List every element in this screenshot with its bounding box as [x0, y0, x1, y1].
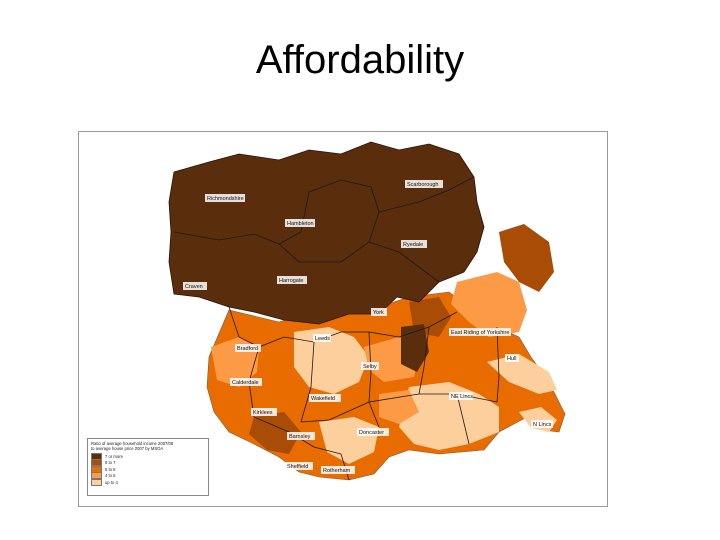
place-label: Wakefield	[311, 396, 335, 402]
place-label: Sheffield	[287, 464, 308, 470]
place-label: Leeds	[315, 336, 330, 342]
area-middark-coast	[499, 224, 554, 292]
place-label: Selby	[363, 364, 377, 370]
place-label: East Riding of Yorkshire	[451, 330, 509, 336]
legend-swatch	[91, 478, 102, 486]
area-middark-southwest	[249, 412, 301, 454]
place-label: Hambleton	[287, 221, 314, 227]
affordability-map: Scarborough Richmondshire Hambleton Ryed…	[78, 131, 608, 507]
legend-label: 7 or more	[105, 453, 123, 459]
map-legend: Ratio of average household income 2007/0…	[87, 438, 209, 496]
place-label: Ryedale	[403, 242, 423, 248]
place-label: Hull	[507, 356, 516, 362]
area-light-east-riding	[451, 272, 527, 337]
place-label: Harrogate	[279, 278, 303, 284]
legend-label: 6 to 7	[105, 460, 116, 466]
place-label: Doncaster	[359, 430, 384, 436]
legend-label: 5 to 6	[105, 466, 116, 472]
place-label: Barnsley	[289, 434, 311, 440]
area-pale-east	[399, 382, 499, 450]
place-label: NE Lincs	[451, 394, 473, 400]
place-label: Calderdale	[232, 380, 259, 386]
map-canvas: Scarborough Richmondshire Hambleton Ryed…	[168, 141, 566, 481]
legend-title-line: Ratio of average household income 2007/0…	[91, 441, 174, 446]
area-pale-central	[294, 327, 369, 394]
place-label: Scarborough	[407, 182, 439, 188]
place-label: Richmondshire	[207, 196, 244, 202]
area-pale-humber	[487, 354, 557, 394]
place-label: York	[373, 310, 384, 316]
place-label: Rotherham	[323, 468, 351, 474]
legend-title-line: to average house price 2007 by MSOA	[91, 446, 164, 451]
legend-label: 4 to 5	[105, 473, 116, 479]
legend-title: Ratio of average household income 2007/0…	[91, 441, 205, 451]
slide-title: Affordability	[255, 38, 465, 82]
legend-item: up to 4	[91, 478, 205, 486]
place-label: Kirklees	[253, 410, 273, 416]
place-label: N Lincs	[533, 422, 552, 428]
area-dark-island	[401, 324, 429, 372]
place-label: Bradford	[237, 346, 258, 352]
legend-label: up to 4	[105, 479, 118, 485]
place-label: Craven	[185, 284, 203, 290]
place-labels: Scarborough Richmondshire Hambleton Ryed…	[183, 180, 553, 474]
